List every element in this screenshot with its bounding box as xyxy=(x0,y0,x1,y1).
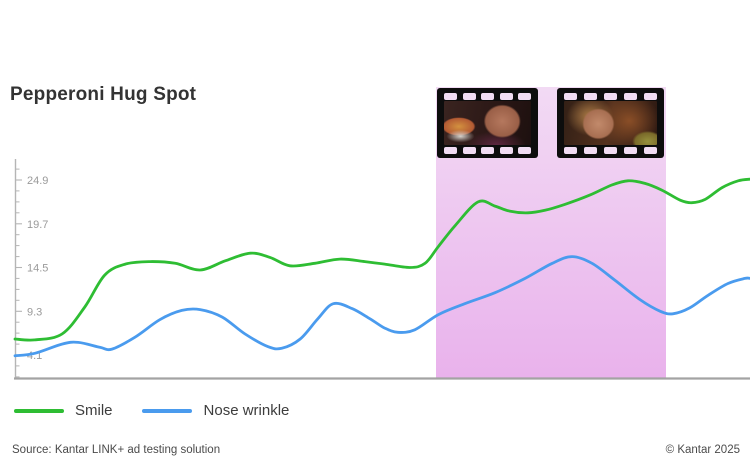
copyright-note: © Kantar 2025 xyxy=(665,444,740,456)
smile-legend-label: Smile xyxy=(75,402,113,419)
film-sprocket-holes xyxy=(562,146,659,154)
video-frame-photo-pizza-bite xyxy=(444,101,531,145)
svg-text:19.7: 19.7 xyxy=(27,219,48,231)
film-sprocket-holes xyxy=(442,146,533,154)
svg-text:14.5: 14.5 xyxy=(27,263,48,275)
page-title: Pepperoni Hug Spot xyxy=(10,84,197,105)
nose-wrinkle-legend-label: Nose wrinkle xyxy=(203,402,290,419)
film-strip-frame-2 xyxy=(557,88,664,158)
video-frame-photo-sandwich xyxy=(564,101,657,145)
film-sprocket-holes xyxy=(442,92,533,100)
svg-text:9.3: 9.3 xyxy=(27,306,42,318)
film-sprocket-holes xyxy=(562,92,659,100)
svg-text:24.9: 24.9 xyxy=(27,175,48,187)
smile-legend-swatch xyxy=(14,408,64,413)
nose-wrinkle-legend-swatch xyxy=(141,408,192,413)
source-note: Source: Kantar LINK+ ad testing solution xyxy=(12,444,221,456)
chart-legend: Smile Nose wrinkle xyxy=(14,402,289,419)
film-strip-frame-1 xyxy=(437,88,538,158)
